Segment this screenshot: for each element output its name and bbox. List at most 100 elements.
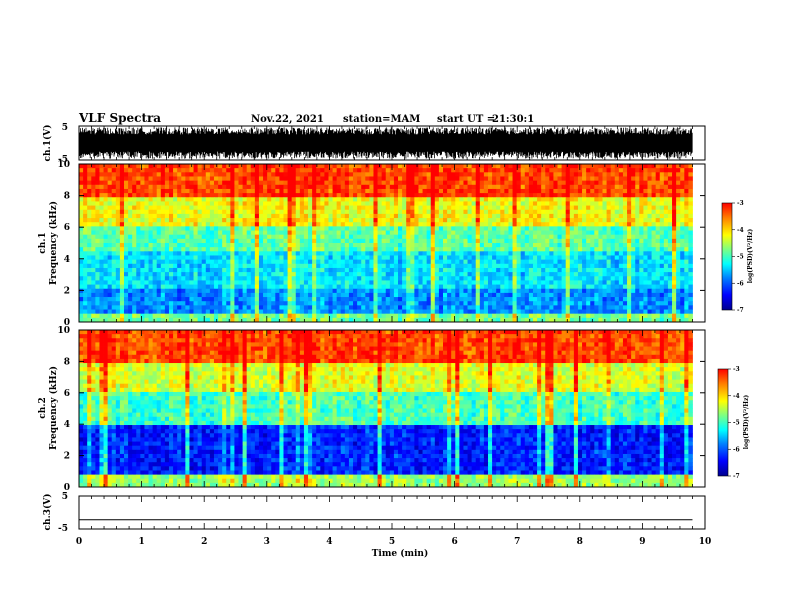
- spectrogram-cell: [189, 222, 193, 227]
- spectrogram-cell: [181, 243, 185, 248]
- spectrogram-cell: [304, 289, 308, 294]
- spectrogram-cell: [341, 206, 345, 211]
- spectrogram-cell: [218, 251, 222, 256]
- spectrogram-cell: [598, 268, 602, 273]
- spectrogram-cell: [243, 255, 247, 260]
- spectrogram-cell: [87, 206, 91, 211]
- spectrogram-cell: [459, 235, 463, 240]
- spectrogram-cell: [455, 289, 459, 294]
- spectrogram-cell: [623, 239, 627, 244]
- spectrogram-cell: [427, 239, 431, 244]
- spectrogram-cell: [472, 218, 476, 223]
- spectrogram-cell: [255, 218, 259, 223]
- spectrogram-cell: [214, 276, 218, 281]
- spectrogram-cell: [656, 176, 660, 181]
- spectrogram-cell: [386, 276, 390, 281]
- spectrogram-cell: [488, 172, 492, 177]
- spectrogram-cell: [324, 164, 328, 169]
- spectrogram-cell: [607, 197, 611, 202]
- spectrogram-cell: [296, 189, 300, 194]
- spectrogram-cell: [365, 168, 369, 173]
- spectrogram-cell: [394, 239, 398, 244]
- spectrogram-cell: [243, 264, 247, 269]
- spectrogram-cell: [112, 222, 116, 227]
- spectrogram-cell: [525, 176, 529, 181]
- spectrogram-cell: [418, 168, 422, 173]
- spectrogram-cell: [316, 276, 320, 281]
- spectrogram-cell: [361, 247, 365, 252]
- spectrogram-cell: [247, 255, 251, 260]
- spectrogram-cell: [153, 181, 157, 186]
- spectrogram-cell: [128, 255, 132, 260]
- spectrogram-cell: [463, 268, 467, 273]
- spectrogram-cell: [566, 251, 570, 256]
- spectrogram-cell: [140, 168, 144, 173]
- spectrogram-cell: [312, 268, 316, 273]
- spectrogram-cell: [239, 218, 243, 223]
- spectrogram-cell: [304, 231, 308, 236]
- spectrogram-cell: [185, 210, 189, 215]
- spectrogram-cell: [120, 293, 124, 298]
- spectrogram-cell: [537, 168, 541, 173]
- spectrogram-cell: [128, 189, 132, 194]
- spectrogram-cell: [271, 268, 275, 273]
- spectrogram-cell: [255, 189, 259, 194]
- spectrogram-cell: [394, 226, 398, 231]
- spectrogram-cell: [324, 293, 328, 298]
- spectrogram-cell: [230, 164, 234, 169]
- spectrogram-cell: [447, 176, 451, 181]
- spectrogram-cell: [611, 222, 615, 227]
- spectrogram-cell: [210, 222, 214, 227]
- spectrogram-cell: [128, 260, 132, 265]
- spectrogram-cell: [680, 289, 684, 294]
- spectrogram-cell: [243, 218, 247, 223]
- spectrogram-cell: [255, 168, 259, 173]
- spectrogram-cell: [247, 185, 251, 190]
- spectrogram-cell: [149, 181, 153, 186]
- spectrogram-cell: [660, 176, 664, 181]
- spectrogram-cell: [549, 218, 553, 223]
- spectrogram-cell: [574, 243, 578, 248]
- spectrogram-cell: [230, 239, 234, 244]
- spectrogram-cell: [668, 214, 672, 219]
- spectrogram-cell: [688, 201, 692, 206]
- spectrogram-cell: [410, 189, 414, 194]
- spectrogram-cell: [652, 255, 656, 260]
- spectrogram-cell: [161, 260, 165, 265]
- spectrogram-cell: [144, 164, 148, 169]
- spectrogram-cell: [668, 176, 672, 181]
- spectrogram-cell: [357, 243, 361, 248]
- spectrogram-cell: [271, 280, 275, 285]
- spectrogram-cell: [631, 226, 635, 231]
- spectrogram-cell: [684, 260, 688, 265]
- spectrogram-cell: [492, 181, 496, 186]
- spectrogram-cell: [185, 260, 189, 265]
- spectrogram-cell: [324, 285, 328, 290]
- spectrogram-cell: [345, 260, 349, 265]
- spectrogram-cell: [116, 226, 120, 231]
- spectrogram-cell: [169, 226, 173, 231]
- spectrogram-cell: [451, 264, 455, 269]
- spectrogram-cell: [263, 268, 267, 273]
- spectrogram-cell: [476, 189, 480, 194]
- spectrogram-cell: [91, 268, 95, 273]
- spectrogram-cell: [296, 297, 300, 302]
- spectrogram-cell: [300, 197, 304, 202]
- spectrogram-cell: [541, 255, 545, 260]
- spectrogram-cell: [463, 222, 467, 227]
- spectrogram-cell: [267, 176, 271, 181]
- spectrogram-cell: [177, 222, 181, 227]
- spectrogram-cell: [664, 172, 668, 177]
- spectrogram-cell: [283, 243, 287, 248]
- spectrogram-cell: [349, 272, 353, 277]
- spectrogram-cell: [132, 276, 136, 281]
- spectrogram-cell: [647, 231, 651, 236]
- spectrogram-cell: [173, 176, 177, 181]
- spectrogram-cell: [476, 201, 480, 206]
- spectrogram-cell: [619, 276, 623, 281]
- spectrogram-cell: [390, 206, 394, 211]
- spectrogram-cell: [382, 297, 386, 302]
- spectrogram-cell: [373, 255, 377, 260]
- spectrogram-cell: [357, 197, 361, 202]
- spectrogram-cell: [120, 218, 124, 223]
